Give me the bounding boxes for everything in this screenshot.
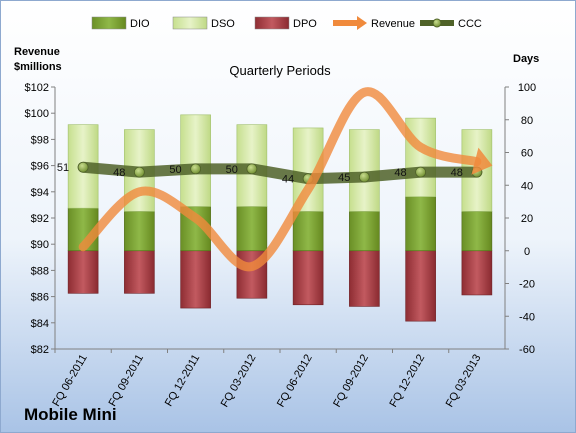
revenue-line [78,87,482,272]
bar-dpo [124,250,155,294]
left-tick-label: $82 [31,344,49,356]
bar-dpo [405,250,436,322]
bar-dio [349,211,380,252]
right-tick-label: -60 [519,344,535,356]
ccc-data-label: 44 [282,174,294,186]
bar-dpo [180,250,211,309]
right-tick-label: 80 [521,115,533,127]
chart-title: Quarterly Periods [229,63,331,78]
legend-swatch-revenue-arrow [357,16,367,30]
ccc-data-label: 48 [451,167,463,179]
legend-swatch-dpo [254,16,290,30]
bar-dio [461,211,493,252]
revenue-arrowhead [471,147,493,175]
left-tick-label: $90 [31,239,49,251]
bar-dso [180,114,211,207]
legend-label-dpo: DPO [293,18,317,30]
left-tick-label: $88 [31,265,49,277]
legend-label-dio: DIO [130,18,150,30]
left-tick-label: $84 [31,318,49,330]
right-tick-label: -20 [519,279,535,291]
ccc-data-label: 50 [169,164,181,176]
right-tick-label: 0 [524,246,530,258]
legend-label-ccc: CCC [458,18,482,30]
bar-dso [349,129,380,212]
left-axis-title-line1: Revenue [14,46,60,58]
ccc-data-label: 48 [394,167,406,179]
left-tick-label: $86 [31,292,49,304]
bar-dpo [67,250,99,294]
legend-swatch-dio [91,16,127,30]
left-axis-title-line2: $millions [14,61,62,73]
right-axis-title: Days [513,53,539,65]
legend-swatch-ccc-marker [432,18,442,28]
ccc-data-label: 50 [226,164,238,176]
right-tick-label: 100 [518,82,536,94]
right-tick-label: 60 [521,148,533,160]
ccc-marker [133,166,145,178]
left-tick-label: $102 [25,82,49,94]
right-tick-label: -40 [519,311,535,323]
ccc-marker [77,161,89,173]
bar-dpo [461,250,493,296]
legend-label-revenue: Revenue [371,18,415,30]
ccc-marker [190,163,202,175]
bar-dio [405,196,436,252]
left-tick-label: $92 [31,213,49,225]
left-tick-label: $98 [31,134,49,146]
bar-dio [292,211,324,252]
bar-dpo [349,250,380,307]
right-tick-label: 40 [521,180,533,192]
text-layer: Quarterly Periods Revenue $millions Days… [14,46,539,424]
bar-dpo [292,250,324,306]
left-tick-label: $100 [25,108,49,120]
ccc-line [77,161,483,185]
ccc-marker [415,166,427,178]
right-tick-label: 20 [521,213,533,225]
legend-swatch-dso [172,16,208,30]
ccc-marker [246,163,258,175]
left-tick-label: $94 [31,187,49,199]
bar-dio [236,206,268,252]
left-tick-label: $96 [31,161,49,173]
ccc-data-label: 51 [57,162,69,174]
ccc-data-label: 45 [338,172,350,184]
legend-label-dso: DSO [211,18,235,30]
ccc-marker [358,171,370,183]
bar-dio [124,211,155,252]
ccc-data-label: 48 [113,167,125,179]
legend: DIO DSO DPO Revenue CCC [91,16,482,30]
company-name: Mobile Mini [24,405,117,424]
